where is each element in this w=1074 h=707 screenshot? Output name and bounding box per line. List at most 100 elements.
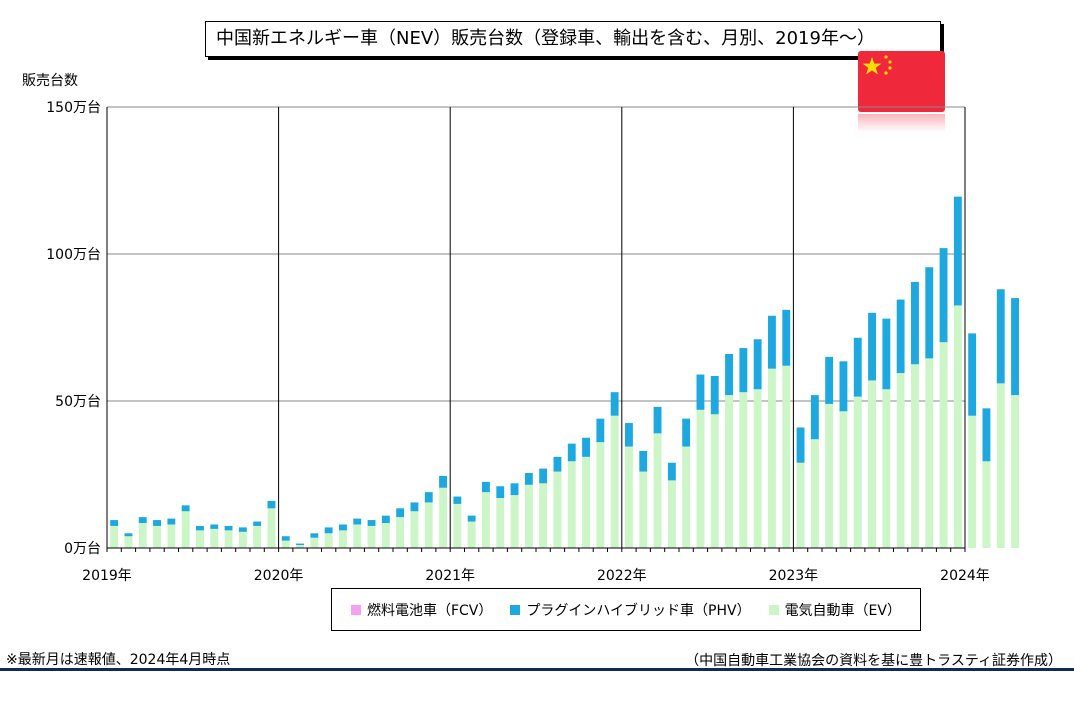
bar-phv-19 (381, 515, 390, 524)
bar-ev-5 (181, 511, 190, 548)
bar-ev-25 (467, 521, 476, 548)
bar-phv-41 (696, 374, 705, 410)
bar-phv-35 (610, 392, 619, 416)
bar-ev-13 (296, 545, 304, 548)
bar-phv-6 (196, 525, 204, 531)
bar-phv-52 (853, 337, 862, 397)
bar-phv-54 (882, 318, 891, 390)
bar-ev-24 (453, 503, 462, 548)
legend-label-ev: 電気自動車（EV） (784, 602, 901, 619)
bar-phv-22 (424, 492, 433, 503)
bar-ev-40 (682, 446, 691, 548)
bar-ev-42 (710, 414, 719, 548)
bar-ev-9 (238, 531, 247, 548)
bar-phv-14 (310, 533, 319, 538)
bar-phv-4 (167, 518, 176, 525)
bar-ev-27 (496, 498, 505, 548)
x-tick-label-4: 2023年 (769, 568, 819, 584)
bar-phv-62 (996, 289, 1005, 384)
bar-ev-8 (224, 530, 233, 548)
bar-phv-57 (925, 267, 934, 359)
bar-phv-42 (710, 376, 719, 415)
bar-ev-26 (482, 492, 490, 548)
bar-ev-15 (324, 533, 333, 548)
bar-ev-16 (339, 530, 347, 548)
x-tick-label-2: 2021年 (425, 568, 475, 584)
bar-ev-52 (853, 396, 862, 548)
bar-ev-11 (267, 508, 276, 548)
bar-phv-40 (682, 418, 691, 447)
legend-label-fcv: 燃料電池車（FCV） (366, 602, 493, 619)
bar-ev-48 (796, 462, 805, 548)
bar-phv-5 (181, 505, 190, 512)
bar-ev-51 (839, 411, 848, 548)
bar-phv-24 (453, 496, 462, 504)
bar-phv-33 (582, 437, 590, 457)
bar-ev-59 (953, 305, 962, 548)
bar-phv-23 (439, 475, 447, 488)
bar-phv-53 (868, 312, 876, 381)
y-tick-label-0: 0万台 (64, 541, 101, 557)
bar-ev-6 (196, 530, 204, 548)
bar-ev-28 (510, 495, 519, 548)
bar-phv-39 (667, 462, 676, 481)
bar-ev-10 (253, 525, 262, 548)
bar-ev-60 (968, 415, 977, 548)
bar-ev-12 (281, 540, 290, 548)
bar-ev-30 (539, 483, 548, 548)
bar-phv-12 (281, 536, 290, 541)
bar-ev-35 (610, 415, 619, 548)
bar-ev-47 (782, 365, 791, 548)
bar-ev-20 (396, 517, 405, 548)
bar-ev-61 (982, 461, 991, 548)
x-tick-label-3: 2022年 (597, 568, 647, 584)
bar-ev-39 (667, 480, 676, 548)
bar-phv-11 (267, 500, 276, 509)
bar-ev-14 (310, 537, 319, 548)
bar-phv-28 (510, 483, 519, 496)
bar-phv-1 (124, 533, 133, 537)
bar-phv-27 (496, 486, 505, 499)
y-tick-label-150: 150万台 (46, 100, 101, 116)
bar-ev-22 (424, 502, 433, 548)
bar-ev-32 (567, 461, 576, 548)
bar-ev-63 (1011, 395, 1019, 548)
chart-title: 中国新エネルギー車（NEV）販売台数（登録車、輸出を含む、月別、2019年～） (205, 21, 941, 57)
bar-ev-49 (810, 439, 819, 548)
bar-ev-53 (868, 380, 876, 548)
legend-item-phv: プラグインハイブリッド車（PHV） (510, 600, 751, 620)
china-flag-icon (858, 51, 945, 112)
bar-phv-8 (224, 525, 233, 531)
chart-legend: 燃料電池車（FCV） プラグインハイブリッド車（PHV） 電気自動車（EV） (331, 588, 921, 631)
bar-phv-47 (782, 309, 791, 366)
legend-swatch-fcv (350, 604, 361, 615)
bar-phv-29 (524, 473, 533, 485)
bar-ev-0 (110, 525, 119, 548)
bar-phv-61 (982, 408, 991, 462)
bar-ev-46 (768, 368, 776, 548)
bar-ev-34 (596, 442, 605, 548)
bar-ev-62 (996, 383, 1005, 548)
bar-phv-50 (825, 356, 834, 404)
bar-phv-25 (467, 515, 476, 522)
bar-ev-44 (739, 392, 748, 548)
bar-phv-32 (567, 443, 576, 462)
bar-ev-41 (696, 409, 705, 548)
y-tick-label-50: 50万台 (55, 394, 101, 410)
bar-phv-3 (153, 520, 161, 526)
bar-ev-4 (167, 524, 176, 548)
bar-phv-46 (768, 315, 776, 369)
bar-ev-55 (896, 373, 905, 548)
source-note: （中国自動車工業協会の資料を基に豊トラスティ証券作成） (685, 653, 1062, 669)
bar-ev-31 (553, 471, 562, 548)
footer-divider (0, 668, 1074, 671)
bar-phv-43 (725, 353, 733, 396)
bar-phv-18 (367, 520, 376, 526)
y-tick-label-100: 100万台 (46, 247, 101, 263)
legend-label-phv: プラグインハイブリッド車（PHV） (526, 602, 751, 619)
bar-ev-3 (153, 525, 161, 548)
bar-ev-18 (367, 525, 376, 548)
bar-phv-56 (911, 281, 919, 365)
bar-phv-44 (739, 348, 748, 393)
